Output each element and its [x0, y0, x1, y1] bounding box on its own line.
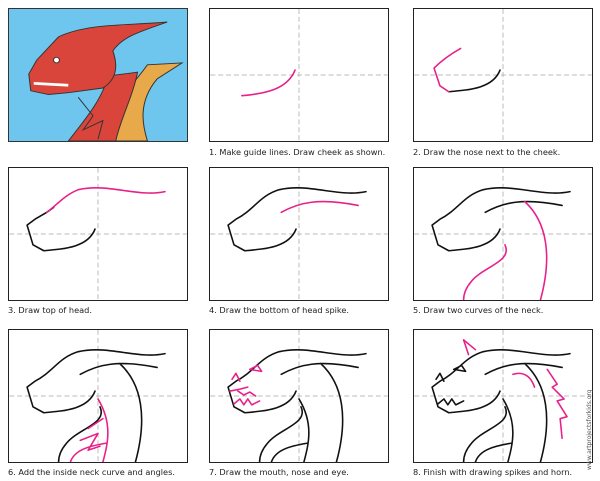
step-caption: 3. Draw top of head. [8, 305, 92, 315]
step-3-panel [8, 167, 188, 301]
watermark: www.artprojectsforkids.org [586, 389, 593, 470]
step-caption: 7. Draw the mouth, nose and eye. [209, 467, 349, 477]
step-4-panel [209, 167, 389, 301]
step-caption: 4. Draw the bottom of head spike. [209, 305, 350, 315]
finished-dragon-artwork [8, 8, 188, 142]
step-2-panel [413, 8, 593, 142]
step-1-panel [209, 8, 389, 142]
step-caption: 2. Draw the nose next to the cheek. [413, 147, 561, 157]
step-caption: 1. Make guide lines. Draw cheek as shown… [209, 147, 386, 157]
step-caption: 8. Finish with drawing spikes and horn. [413, 467, 573, 477]
step-caption: 5. Draw two curves of the neck. [413, 305, 544, 315]
step-caption: 6. Add the inside neck curve and angles. [8, 467, 175, 477]
step-7-panel [209, 329, 389, 463]
step-8-panel [413, 329, 593, 463]
step-6-panel [8, 329, 188, 463]
step-5-panel [413, 167, 593, 301]
